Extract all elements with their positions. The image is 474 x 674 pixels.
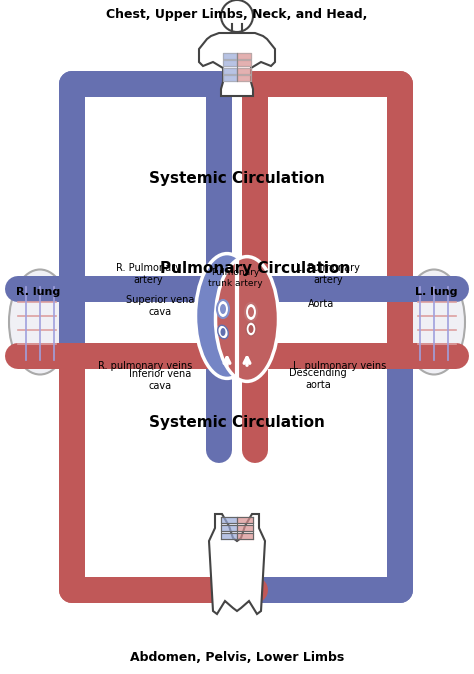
Text: Superior vena
cava: Superior vena cava [126, 295, 194, 317]
Text: L. Pulmonary
artery: L. Pulmonary artery [296, 264, 360, 285]
Text: Descending
aorta: Descending aorta [289, 368, 347, 390]
Text: Pulmonary Circulation: Pulmonary Circulation [160, 260, 350, 276]
Text: Abdomen, Pelvis, Lower Limbs: Abdomen, Pelvis, Lower Limbs [130, 651, 344, 664]
Text: L. pulmonary veins: L. pulmonary veins [293, 361, 387, 371]
Ellipse shape [195, 253, 258, 378]
Text: R. lung: R. lung [16, 287, 60, 297]
Ellipse shape [403, 270, 465, 375]
Text: Aorta: Aorta [308, 299, 334, 309]
Polygon shape [199, 33, 275, 96]
Ellipse shape [220, 328, 226, 336]
Ellipse shape [220, 304, 226, 314]
Text: Chest, Upper Limbs, Neck, and Head,: Chest, Upper Limbs, Neck, and Head, [106, 8, 368, 21]
Ellipse shape [216, 257, 279, 381]
Text: L. lung: L. lung [415, 287, 457, 297]
Text: Systemic Circulation: Systemic Circulation [149, 171, 325, 187]
Text: R. Pulmonary
artery: R. Pulmonary artery [116, 264, 181, 285]
Text: Systemic Circulation: Systemic Circulation [149, 415, 325, 429]
Text: Inferior vena
cava: Inferior vena cava [129, 369, 191, 391]
Ellipse shape [9, 270, 71, 375]
Ellipse shape [217, 300, 229, 318]
Text: R. pulmonary veins: R. pulmonary veins [98, 361, 192, 371]
Circle shape [221, 0, 253, 32]
Polygon shape [209, 514, 265, 614]
Ellipse shape [248, 325, 254, 333]
Ellipse shape [218, 325, 228, 339]
Ellipse shape [248, 307, 254, 317]
Ellipse shape [246, 322, 256, 336]
Ellipse shape [245, 303, 257, 321]
Text: Pulmonary
trunk artery: Pulmonary trunk artery [208, 268, 262, 288]
